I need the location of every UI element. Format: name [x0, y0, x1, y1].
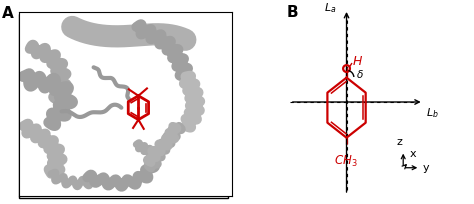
Text: $\delta$: $\delta$	[356, 68, 364, 80]
Text: $L_a$: $L_a$	[325, 1, 337, 15]
FancyBboxPatch shape	[19, 14, 228, 198]
Text: $L_b$: $L_b$	[426, 106, 438, 120]
Text: B: B	[286, 4, 298, 20]
Text: x: x	[410, 149, 416, 159]
Text: $CH_3$: $CH_3$	[334, 154, 357, 169]
Text: A: A	[2, 6, 14, 21]
Text: y: y	[422, 163, 429, 173]
Text: H: H	[353, 55, 362, 68]
Text: z: z	[397, 137, 403, 147]
